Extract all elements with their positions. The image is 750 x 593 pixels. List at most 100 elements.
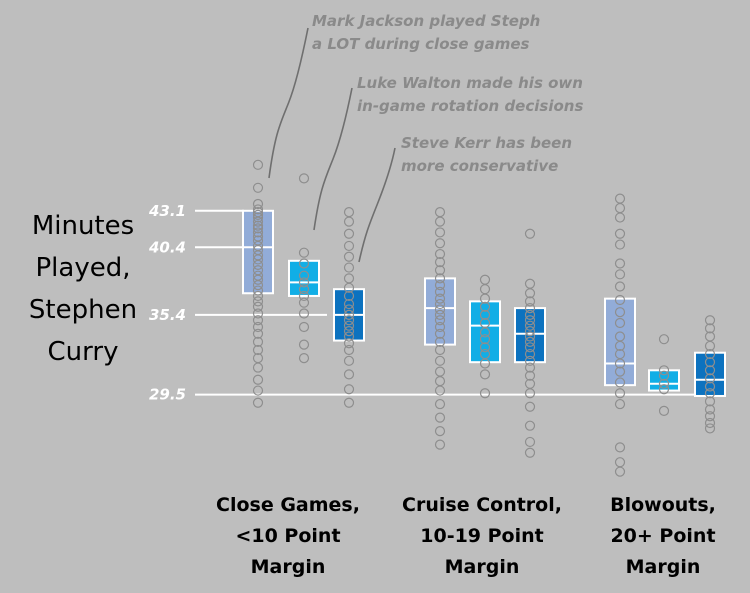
data-point <box>252 223 264 234</box>
data-point <box>434 227 446 238</box>
annotation-line: a LOT during close games <box>312 35 530 53</box>
data-point <box>524 309 536 320</box>
group-label-cruise-control: Cruise Control, 10-19 Point Margin <box>397 490 567 583</box>
data-point <box>434 280 446 291</box>
annotation-line: more conservative <box>401 157 559 175</box>
group-label-line: Blowouts, <box>610 494 716 516</box>
box-mark-jackson-group-2 <box>424 277 456 346</box>
data-point <box>252 254 264 265</box>
data-point <box>524 420 536 431</box>
y-title-line: Played, <box>35 253 131 283</box>
data-point <box>704 417 716 429</box>
data-point <box>614 377 626 388</box>
data-point <box>434 216 446 227</box>
data-point <box>479 284 491 295</box>
annotation-leader-luke-walton <box>313 87 353 231</box>
data-point <box>658 378 670 389</box>
data-point <box>252 216 264 227</box>
data-point <box>704 357 716 368</box>
annotation-steve-kerr: Steve Kerr has been more conservative <box>401 132 572 178</box>
data-point <box>252 336 264 348</box>
data-point <box>434 328 446 339</box>
data-point <box>252 344 264 356</box>
data-point <box>252 182 264 193</box>
group-label-line: Margin <box>444 556 520 578</box>
data-point <box>343 344 355 356</box>
data-point <box>343 216 355 227</box>
data-point <box>479 388 491 399</box>
data-point <box>343 320 355 331</box>
data-point <box>343 290 355 302</box>
data-point <box>614 212 626 223</box>
data-point <box>343 331 355 342</box>
data-point <box>343 325 355 337</box>
data-point <box>434 207 446 218</box>
data-point <box>434 344 446 356</box>
data-point <box>434 298 446 310</box>
data-point <box>298 290 310 302</box>
data-point <box>252 328 264 339</box>
data-point <box>434 257 446 268</box>
data-point <box>524 362 536 373</box>
data-point <box>479 293 491 304</box>
data-point <box>479 274 491 285</box>
data-point <box>434 439 446 450</box>
group-label-line: Cruise Control, <box>402 494 562 516</box>
group-label-line: <10 Point <box>235 525 341 547</box>
data-point <box>434 385 446 396</box>
data-point <box>614 317 626 329</box>
data-point <box>343 384 355 395</box>
group-label-line: 10-19 Point <box>420 525 544 547</box>
data-point <box>298 284 310 295</box>
data-point <box>704 388 716 399</box>
data-point <box>524 447 536 458</box>
y-title-line: Curry <box>47 337 119 367</box>
data-point <box>704 404 716 415</box>
data-point <box>434 355 446 366</box>
data-point <box>434 398 446 410</box>
data-point <box>343 251 355 262</box>
data-point <box>343 228 355 239</box>
annotation-line: Steve Kerr has been <box>401 134 573 152</box>
data-point <box>252 397 264 408</box>
annotation-leader-mark-jackson <box>268 27 309 179</box>
data-point <box>252 308 264 319</box>
annotation-leader-steve-kerr <box>358 147 396 263</box>
data-point <box>434 412 446 423</box>
data-point <box>252 274 264 285</box>
data-point <box>479 358 491 369</box>
data-point <box>704 348 716 360</box>
data-point <box>434 286 446 297</box>
data-point <box>252 259 264 270</box>
data-point <box>298 258 310 269</box>
data-point <box>252 296 264 307</box>
data-point <box>704 411 716 422</box>
annotation-line: Luke Walton made his own <box>357 74 583 92</box>
data-point <box>343 282 355 293</box>
data-point <box>298 308 310 319</box>
group-label-line: Margin <box>250 556 326 578</box>
data-point <box>298 270 310 281</box>
annotation-line: in-game rotation decisions <box>357 97 584 115</box>
data-point <box>343 240 355 252</box>
data-point <box>343 304 355 315</box>
reference-label: 35.4 <box>149 306 186 324</box>
data-point <box>524 331 536 342</box>
y-axis-title: Minutes Played, Stephen Curry <box>8 205 158 373</box>
data-point <box>614 307 626 318</box>
data-point <box>614 388 626 399</box>
data-point <box>524 228 536 239</box>
annotation-line: Mark Jackson played Steph <box>312 12 541 30</box>
box-mark-jackson-group-1 <box>242 209 274 295</box>
data-point <box>704 365 716 376</box>
data-point <box>343 273 355 284</box>
data-point <box>434 238 446 249</box>
data-point <box>434 376 446 387</box>
data-point <box>524 336 536 348</box>
y-title-line: Stephen <box>28 295 138 325</box>
data-point <box>298 353 310 364</box>
data-point <box>343 369 355 380</box>
group-label-line: Close Games, <box>216 494 360 516</box>
data-point <box>704 381 716 392</box>
